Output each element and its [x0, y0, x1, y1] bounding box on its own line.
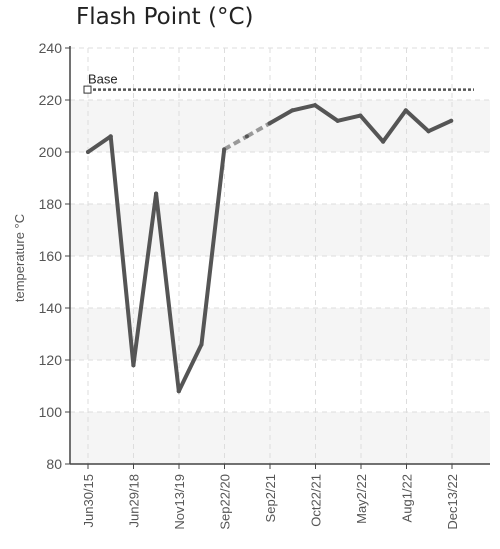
x-tick-label: Dec13/22 [445, 474, 460, 530]
base-marker [83, 85, 92, 94]
series-point [358, 113, 363, 118]
plot-band [70, 412, 490, 464]
x-tick-label: Sep2/21 [263, 474, 278, 522]
series-point [222, 147, 227, 152]
series-segment [267, 108, 295, 126]
base-reference: Base [83, 72, 474, 94]
series-segment [199, 147, 227, 347]
y-tick-labels: 80 100 120 140 160 180 200 220 240 [39, 40, 70, 472]
base-label: Base [88, 72, 118, 87]
series-point [176, 389, 181, 394]
series-segment [403, 108, 431, 134]
y-axis-title: temperature °C [12, 214, 27, 302]
series-segment [381, 108, 408, 144]
axes [69, 46, 490, 465]
plot-band [70, 204, 490, 256]
x-tick-label: Nov13/19 [172, 474, 187, 530]
series-point [86, 150, 90, 154]
x-tick-labels: Jun30/15 Jun29/18 Nov13/19 Sep22/20 Sep2/21 O… [81, 464, 460, 530]
series-point [108, 134, 113, 139]
series-segment [335, 113, 363, 123]
series-segment [154, 191, 181, 394]
series-point [335, 118, 340, 123]
x-tick-label: Jun29/18 [127, 474, 142, 528]
series-segment [176, 342, 204, 394]
series-point [154, 191, 159, 196]
series-point [290, 108, 295, 113]
series-segment [426, 118, 454, 134]
series-point [131, 363, 136, 368]
x-tick-label: Jun30/15 [81, 474, 96, 528]
series-point [313, 103, 317, 108]
x-tick-label: Aug1/22 [400, 474, 415, 522]
y-tick-label: 240 [39, 40, 63, 56]
series-segment [108, 134, 136, 368]
series-point [449, 118, 454, 123]
series-segment [131, 191, 159, 368]
y-tick-label: 220 [39, 92, 63, 108]
series-segment-dashed [245, 121, 271, 139]
y-tick-label: 140 [39, 300, 63, 316]
series-point [426, 129, 431, 134]
y-tick-label: 120 [39, 352, 63, 368]
series-point [403, 108, 408, 113]
y-tick-label: 160 [39, 248, 63, 264]
plot-background-bands [70, 100, 490, 464]
series-segment [358, 113, 386, 144]
y-tick-label: 180 [39, 196, 63, 212]
series-point [244, 134, 249, 139]
series-segment [290, 103, 317, 113]
series-segment [86, 134, 113, 154]
x-tick-label: May2/22 [354, 474, 369, 524]
grid-lines [70, 47, 490, 465]
series-point [199, 342, 204, 347]
x-tick-label: Sep22/20 [218, 474, 233, 530]
series-point [267, 121, 272, 126]
y-tick-label: 80 [46, 456, 62, 472]
series-segment [313, 103, 340, 123]
series-segment-dashed [223, 134, 248, 152]
y-tick-label: 100 [39, 404, 63, 420]
plot-band [70, 100, 490, 152]
series-line [86, 103, 454, 394]
y-tick-label: 200 [39, 144, 63, 160]
x-tick-label: Oct22/21 [309, 474, 324, 527]
series-point [381, 139, 386, 144]
chart-title: Flash Point (°C) [76, 4, 254, 30]
